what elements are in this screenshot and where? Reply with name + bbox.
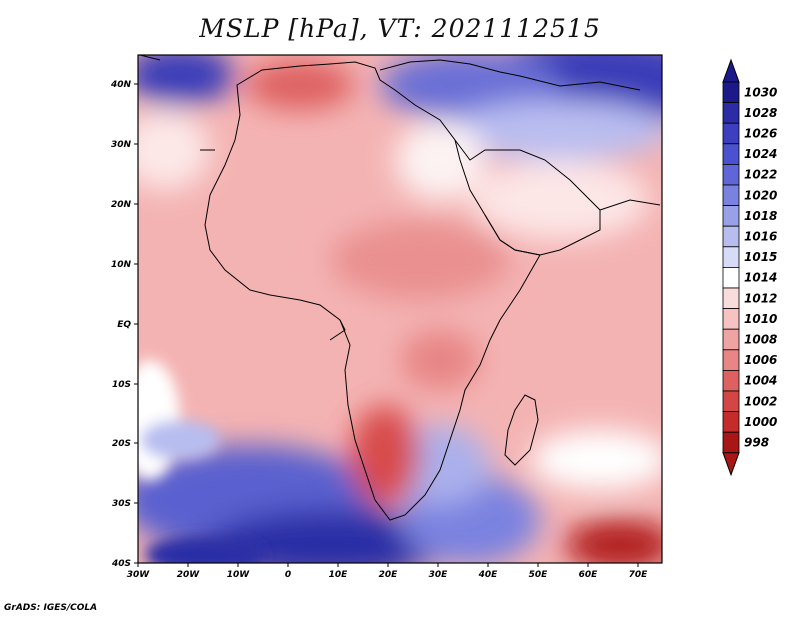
colorbar-swatch xyxy=(722,81,740,104)
lat-label: 10S xyxy=(112,380,131,390)
colorbar-label: 1004 xyxy=(744,374,777,388)
lon-label: 10E xyxy=(329,570,349,580)
colorbar: 1030 1028 1026 1024 1022 1020 1018 1016 1015 1014… xyxy=(722,58,777,477)
lat-label: 10N xyxy=(111,260,132,270)
lat-labels: 40N 30N 20N 10N EQ 10S 20S 30S 40S xyxy=(110,80,132,569)
colorbar-label: 1008 xyxy=(744,333,777,347)
colorbar-label: 1006 xyxy=(744,353,777,367)
colorbar-label: 1026 xyxy=(744,127,777,141)
colorbar-swatch xyxy=(722,205,740,227)
lon-label: 20E xyxy=(379,570,399,580)
colorbar-swatch xyxy=(722,266,740,289)
colorbar-swatch xyxy=(722,411,740,433)
coastlines xyxy=(139,55,661,521)
lon-label: 10W xyxy=(227,570,251,580)
colorbar-swatch xyxy=(722,349,740,371)
colorbar-swatch xyxy=(722,369,740,392)
colorbar-label: 1014 xyxy=(744,271,777,285)
colorbar-label: 1022 xyxy=(744,168,777,182)
lon-labels: 30W 20W 10W 0 10E 20E 30E 40E 50E 60E 70… xyxy=(127,570,648,580)
colorbar-swatch xyxy=(722,287,740,310)
lat-label: 20N xyxy=(111,200,132,210)
plot-frame xyxy=(137,54,663,564)
lon-label: 60E xyxy=(579,570,599,580)
colorbar-label: 1000 xyxy=(744,415,777,429)
lat-label: 30S xyxy=(112,499,131,509)
colorbar-swatch xyxy=(722,328,740,351)
colorbar-label: 998 xyxy=(744,436,769,450)
colorbar-swatch xyxy=(722,390,740,413)
colorbar-label: 1020 xyxy=(744,188,777,202)
lat-label: 20S xyxy=(112,439,131,449)
lat-label: 40N xyxy=(110,80,132,90)
colorbar-swatch xyxy=(722,122,740,145)
lon-label: 40E xyxy=(478,570,499,580)
lon-label: 30W xyxy=(127,570,151,580)
lon-label: 70E xyxy=(629,570,649,580)
lon-label: 30E xyxy=(429,570,449,580)
pressure-field xyxy=(138,55,662,563)
colorbar-swatch xyxy=(722,184,740,207)
colorbar-arrow-bottom xyxy=(722,452,740,477)
lon-label: 50E xyxy=(529,570,549,580)
colorbar-swatch xyxy=(722,225,740,248)
colorbar-label: 1024 xyxy=(744,147,777,161)
colorbar-swatch xyxy=(722,143,740,165)
colorbar-swatch xyxy=(722,163,740,186)
map-title: MSLP [hPa], VT: 2021112515 xyxy=(199,14,601,43)
colorbar-label: 1002 xyxy=(744,394,777,408)
colorbar-swatch xyxy=(722,102,740,124)
colorbar-label: 1028 xyxy=(744,106,777,120)
lat-label: 40S xyxy=(111,559,131,569)
colorbar-label: 1015 xyxy=(744,250,777,264)
colorbar-label: 1030 xyxy=(744,85,777,99)
colorbar-arrow-top xyxy=(722,58,740,83)
axis-ticks xyxy=(134,83,639,567)
lon-label: 0 xyxy=(285,570,291,580)
colorbar-swatch xyxy=(722,431,740,454)
colorbar-label: 1016 xyxy=(744,230,777,244)
colorbar-label: 1010 xyxy=(744,312,777,326)
lat-label: EQ xyxy=(117,320,131,330)
colorbar-swatch xyxy=(722,308,740,330)
colorbar-swatch xyxy=(722,246,740,268)
colorbar-label: 1018 xyxy=(744,209,777,223)
grads-credit: GrADS: IGES/COLA xyxy=(4,603,98,613)
lat-label: 30N xyxy=(111,140,132,150)
colorbar-label: 1012 xyxy=(744,291,777,305)
lon-label: 20W xyxy=(177,570,201,580)
